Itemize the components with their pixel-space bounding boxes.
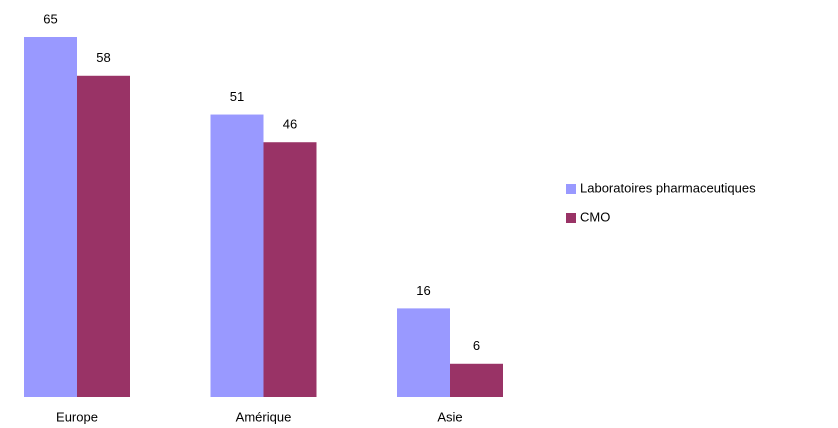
value-label: 16: [416, 283, 430, 298]
legend-swatch: [566, 184, 576, 194]
bar: [263, 142, 317, 397]
legend-swatch: [566, 213, 576, 223]
legend-label: CMO: [580, 209, 610, 224]
value-label: 6: [473, 338, 480, 353]
x-tick-label: Europe: [56, 409, 98, 424]
legend-label: Laboratoires pharmaceutiques: [580, 180, 756, 195]
value-label: 58: [96, 50, 110, 65]
bar: [450, 363, 503, 397]
bar: [210, 114, 264, 398]
value-label: 46: [283, 117, 297, 132]
x-tick-label: Asie: [437, 409, 462, 424]
bar: [77, 75, 130, 398]
value-label: 65: [43, 11, 57, 26]
x-tick-label: Amérique: [236, 409, 292, 424]
bar: [397, 308, 450, 397]
bar: [24, 37, 77, 397]
value-label: 51: [230, 89, 244, 104]
